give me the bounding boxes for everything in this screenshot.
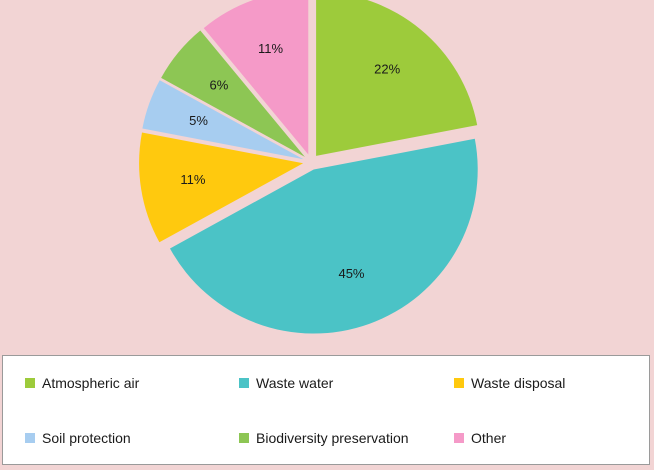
pie-label-atmospheric-air: 22% [374, 61, 400, 76]
pie-label-biodiversity-preservation: 6% [210, 77, 229, 92]
legend-item-other: Other [454, 430, 506, 446]
legend-swatch [454, 433, 464, 443]
chart-legend: Atmospheric air Waste water Waste dispos… [2, 355, 650, 465]
legend-label: Waste water [256, 375, 334, 391]
legend-swatch [239, 378, 249, 388]
legend-item-biodiversity-preservation: Biodiversity preservation [239, 430, 409, 446]
legend-swatch [239, 433, 249, 443]
pie-chart: 22% 45% 11% 5% 6% 11% [139, 0, 478, 334]
legend-item-waste-water: Waste water [239, 375, 333, 391]
legend-item-atmospheric-air: Atmospheric air [25, 375, 139, 391]
legend-swatch [25, 378, 35, 388]
legend-item-waste-disposal: Waste disposal [454, 375, 565, 391]
pie-slice-waste-disposal [139, 132, 304, 243]
pie-slice-soil-protection [142, 80, 304, 160]
legend-swatch [454, 378, 464, 388]
legend-label: Atmospheric air [42, 375, 140, 391]
pie-slice-biodiversity-preservation [161, 30, 305, 157]
pie-chart-svg: 22% 45% 11% 5% 6% 11% [139, 0, 478, 334]
legend-label: Other [471, 430, 507, 446]
legend-label: Biodiversity preservation [256, 430, 409, 446]
pie-slice-atmospheric-air [316, 0, 478, 156]
pie-label-waste-disposal: 11% [180, 172, 205, 187]
legend-label: Waste disposal [471, 375, 566, 391]
legend-swatch [25, 433, 35, 443]
legend-label: Soil protection [42, 430, 131, 446]
legend-item-soil-protection: Soil protection [25, 430, 131, 446]
pie-label-waste-water: 45% [338, 266, 364, 281]
pie-label-soil-protection: 5% [189, 113, 208, 128]
pie-slice-other [203, 0, 309, 155]
pie-slice-waste-water [169, 138, 478, 334]
pie-label-other: 11% [258, 41, 283, 56]
